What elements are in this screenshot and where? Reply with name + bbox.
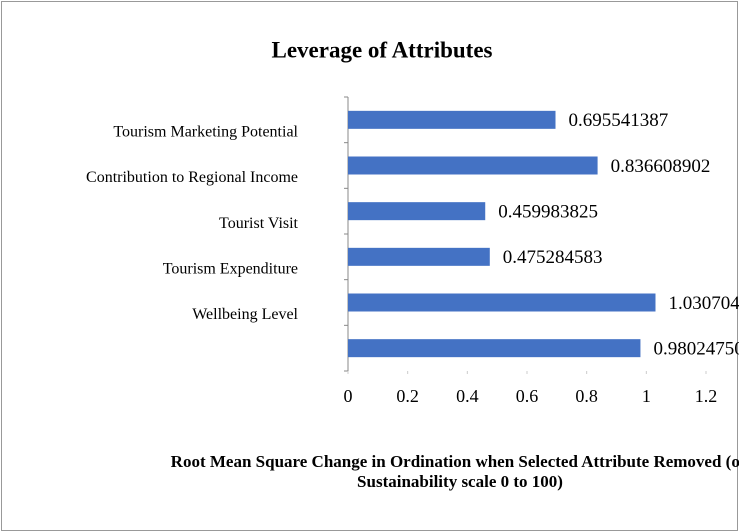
x-tick-label: 0.8 xyxy=(575,386,598,406)
value-label: 0.836608902 xyxy=(611,156,711,177)
bar xyxy=(348,293,656,312)
value-label: 1.03070447 xyxy=(668,293,739,314)
bar xyxy=(348,202,486,221)
x-tick-label: 0.4 xyxy=(456,386,479,406)
y-tick-label: Contribution to Regional Income xyxy=(86,169,298,186)
bar xyxy=(348,110,556,129)
x-tick-label: 1 xyxy=(642,386,651,406)
x-tick-label: 0 xyxy=(344,386,353,406)
bar xyxy=(348,156,598,175)
y-tick-label: Tourism Expenditure xyxy=(163,261,298,278)
y-tick-label: Tourism Marketing Potential xyxy=(113,124,298,141)
value-label: 0.695541387 xyxy=(569,110,669,131)
value-label: 0.459983825 xyxy=(498,202,598,223)
x-tick-label: 0.6 xyxy=(516,386,539,406)
bar xyxy=(348,339,641,358)
value-label: 0.475284583 xyxy=(503,247,603,268)
x-tick-label: 1.2 xyxy=(695,386,718,406)
chart-title: Leverage of Attributes xyxy=(272,37,493,62)
y-tick-label: Wellbeing Level xyxy=(192,306,298,323)
value-label: 0.980247503 xyxy=(653,339,739,360)
y-tick-label: Tourist Visit xyxy=(219,215,299,232)
bar xyxy=(348,247,490,266)
x-tick-label: 0.2 xyxy=(396,386,419,406)
x-axis-title: Root Mean Square Change in Ordination wh… xyxy=(170,452,739,491)
